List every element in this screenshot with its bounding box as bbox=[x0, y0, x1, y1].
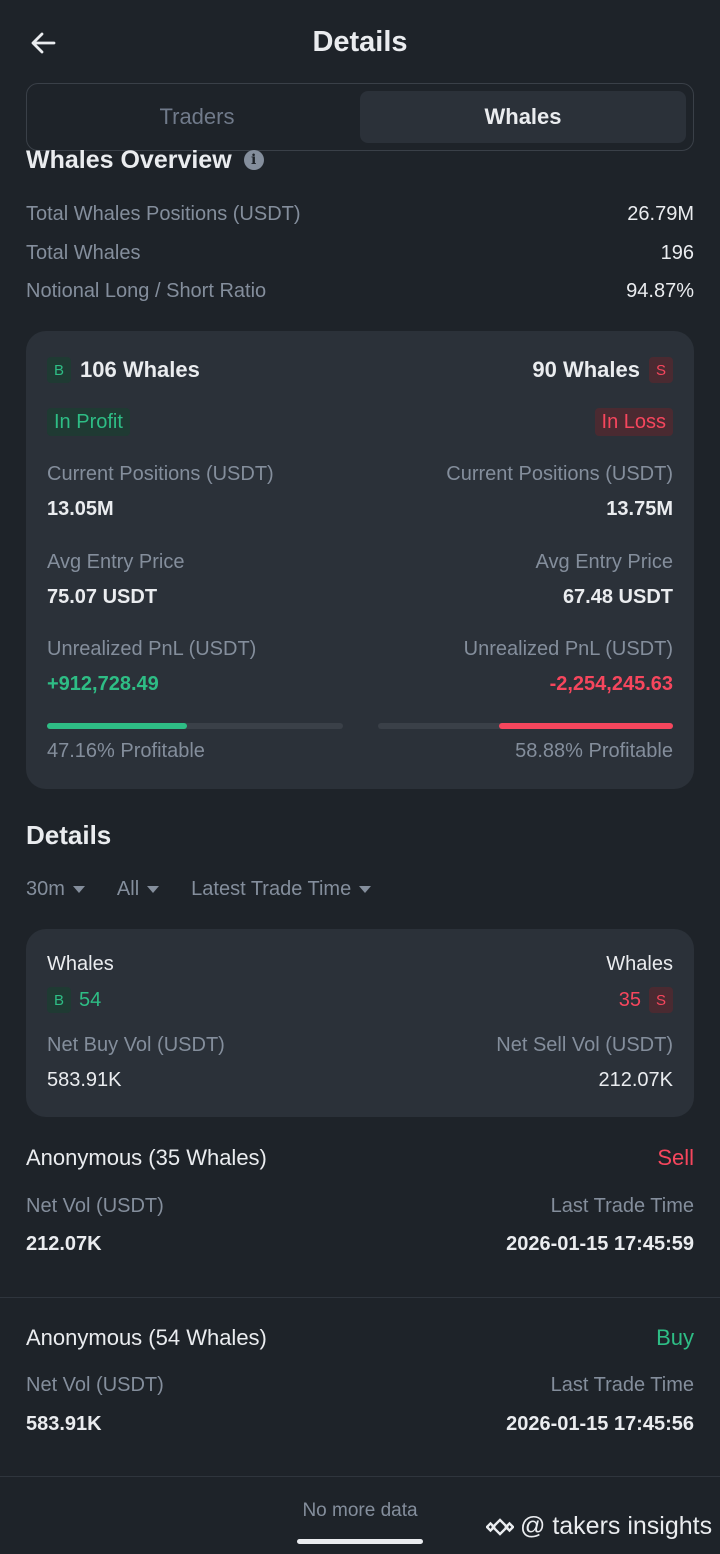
short-whales-count: 90 Whales bbox=[532, 357, 640, 382]
no-more-data-label: No more data bbox=[302, 1500, 418, 1521]
last-trade-time-value: 2026-01-15 17:45:59 bbox=[506, 1233, 694, 1255]
trade-name: Anonymous (54 Whales) bbox=[26, 1325, 267, 1350]
interval-filter[interactable]: 30m bbox=[26, 878, 85, 901]
short-profit-bar bbox=[378, 723, 673, 729]
last-trade-time-label: Last Trade Time bbox=[550, 1195, 694, 1217]
side-filter-label: All bbox=[116, 878, 140, 900]
short-pnl-value: -2,254,245.63 bbox=[549, 673, 673, 695]
sell-badge: S bbox=[649, 987, 673, 1013]
sell-whales-count-row: 35 S bbox=[619, 987, 673, 1013]
net-buy-vol-value: 583.91K bbox=[47, 1069, 122, 1091]
in-profit-label: In Profit bbox=[47, 408, 130, 436]
net-vol-label: Net Vol (USDT) bbox=[26, 1374, 164, 1396]
buy-whales-count: 54 bbox=[79, 988, 102, 1011]
overview-title: Whales Overview i bbox=[26, 143, 264, 177]
overview-value: 26.79M bbox=[627, 203, 694, 225]
tab-bar: Traders Whales bbox=[26, 83, 694, 151]
sell-whales-label: Whales bbox=[606, 953, 673, 975]
list-item[interactable]: Anonymous (35 Whales) Sell Net Vol (USDT… bbox=[0, 1140, 720, 1297]
net-vol-value: 212.07K bbox=[26, 1233, 102, 1255]
buy-whales-count-row: B 54 bbox=[47, 987, 101, 1013]
tab-whales[interactable]: Whales bbox=[360, 91, 686, 143]
in-loss-label: In Loss bbox=[594, 408, 673, 436]
trade-side: Sell bbox=[657, 1145, 694, 1170]
overview-label: Total Whales bbox=[26, 242, 141, 264]
overview-label: Total Whales Positions (USDT) bbox=[26, 203, 301, 225]
short-positions-label: Current Positions (USDT) bbox=[446, 463, 673, 485]
long-whales-header: B 106 Whales bbox=[47, 357, 200, 383]
info-icon[interactable]: i bbox=[243, 150, 264, 170]
short-entry-label: Avg Entry Price bbox=[535, 551, 673, 573]
long-positions-label: Current Positions (USDT) bbox=[47, 463, 274, 485]
caret-down-icon bbox=[359, 886, 372, 893]
filter-bar: 30m All Latest Trade Time bbox=[26, 878, 372, 901]
long-profit-bar bbox=[47, 723, 343, 729]
whales-summary-card: B 106 Whales In Profit Current Positions… bbox=[26, 331, 694, 789]
watermark-text: @ takers insights bbox=[520, 1512, 713, 1540]
overview-row: Notional Long / Short Ratio 94.87% bbox=[26, 280, 694, 303]
last-trade-time-label: Last Trade Time bbox=[550, 1374, 694, 1396]
net-vol-value: 583.91K bbox=[26, 1413, 102, 1435]
binance-logo-icon bbox=[486, 1517, 514, 1536]
short-positions-value: 13.75M bbox=[606, 498, 673, 520]
overview-row: Total Whales Positions (USDT) 26.79M bbox=[26, 203, 694, 226]
overview-label: Notional Long / Short Ratio bbox=[26, 280, 267, 302]
trade-name: Anonymous (35 Whales) bbox=[26, 1145, 267, 1170]
long-profit-bar-fill bbox=[47, 723, 187, 729]
short-profitable-label: 58.88% Profitable bbox=[515, 740, 673, 762]
net-sell-vol-label: Net Sell Vol (USDT) bbox=[496, 1034, 673, 1056]
divider bbox=[0, 1476, 720, 1477]
divider bbox=[0, 1297, 720, 1298]
back-button[interactable] bbox=[26, 26, 60, 60]
sort-filter[interactable]: Latest Trade Time bbox=[191, 878, 372, 901]
buy-badge: B bbox=[47, 987, 71, 1013]
long-whales-count: 106 Whales bbox=[80, 357, 200, 382]
short-entry-value: 67.48 USDT bbox=[562, 586, 673, 608]
long-positions-value: 13.05M bbox=[47, 498, 114, 520]
header: Details bbox=[0, 0, 720, 84]
long-entry-value: 75.07 USDT bbox=[47, 586, 158, 608]
arrow-left-icon bbox=[31, 32, 56, 54]
long-profitable-label: 47.16% Profitable bbox=[47, 740, 205, 762]
short-profit-bar-fill bbox=[499, 723, 673, 729]
caret-down-icon bbox=[72, 886, 85, 893]
long-entry-label: Avg Entry Price bbox=[47, 551, 185, 573]
sell-whales-count: 35 bbox=[618, 988, 641, 1011]
caret-down-icon bbox=[147, 886, 160, 893]
net-buy-vol-label: Net Buy Vol (USDT) bbox=[47, 1034, 225, 1056]
net-volume-card: Whales B 54 Net Buy Vol (USDT) 583.91K W… bbox=[26, 929, 694, 1117]
list-item[interactable]: Anonymous (54 Whales) Buy Net Vol (USDT)… bbox=[0, 1320, 720, 1477]
overview-value: 196 bbox=[660, 242, 694, 264]
long-pnl-value: +912,728.49 bbox=[47, 673, 159, 695]
in-loss-pill: In Loss bbox=[594, 408, 673, 436]
watermark: @ takers insights bbox=[486, 1512, 712, 1541]
net-vol-label: Net Vol (USDT) bbox=[26, 1195, 164, 1217]
tab-traders[interactable]: Traders bbox=[159, 104, 235, 129]
home-indicator bbox=[297, 1539, 423, 1544]
buy-whales-label: Whales bbox=[47, 953, 114, 975]
overview-title-text: Whales Overview bbox=[26, 145, 232, 174]
net-sell-vol-value: 212.07K bbox=[598, 1069, 673, 1091]
overview-row: Total Whales 196 bbox=[26, 242, 694, 265]
details-title: Details bbox=[26, 820, 112, 850]
interval-filter-label: 30m bbox=[26, 878, 65, 900]
last-trade-time-value: 2026-01-15 17:45:56 bbox=[506, 1413, 694, 1435]
side-filter[interactable]: All bbox=[116, 878, 160, 901]
overview-value: 94.87% bbox=[626, 280, 694, 302]
long-pnl-label: Unrealized PnL (USDT) bbox=[47, 638, 257, 660]
sell-badge: S bbox=[649, 357, 673, 383]
short-pnl-label: Unrealized PnL (USDT) bbox=[463, 638, 673, 660]
trade-side: Buy bbox=[656, 1325, 694, 1350]
page-title: Details bbox=[312, 26, 408, 58]
short-whales-header: 90 Whales S bbox=[532, 357, 673, 383]
buy-badge: B bbox=[47, 357, 71, 383]
sort-filter-label: Latest Trade Time bbox=[191, 878, 352, 900]
in-profit-pill: In Profit bbox=[47, 408, 130, 436]
